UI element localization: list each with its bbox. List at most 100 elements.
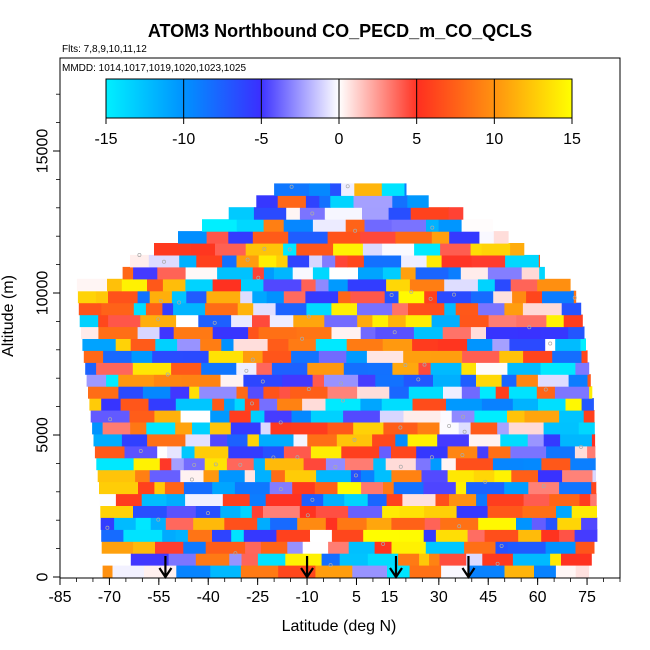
heatmap-cell [347,278,387,292]
heatmap-cell [477,278,496,292]
heatmap-cell [83,350,104,363]
heatmap-cell [154,410,182,423]
heatmap-cell [236,386,249,399]
heatmap-cell [303,457,327,471]
sample-point [579,444,583,449]
heatmap-cell [589,386,593,399]
x-tick-label: -55 [147,589,170,606]
heatmap-cell [568,326,585,339]
sample-point [306,314,311,319]
heatmap-cell [323,493,345,506]
heatmap-cell [171,362,202,375]
heatmap-cell [299,207,326,220]
heatmap-cell [185,266,218,280]
heatmap-cell [271,362,308,375]
heatmap-cell [467,338,493,351]
heatmap-cell [171,290,187,304]
heatmap-cell [162,278,186,292]
heatmap-cell [468,433,501,447]
heatmap-cell [477,445,489,459]
heatmap-cell [581,517,598,530]
heatmap-cell [451,410,475,423]
heatmap-cell [353,195,393,208]
sample-point [206,511,210,516]
heatmap-cell [476,374,503,387]
heatmap-cell [258,326,298,339]
chart-title: ATOM3 Northbound CO_PECD_m_CO_QCLS [148,21,532,41]
heatmap-cell [415,266,449,280]
heatmap-cell [277,195,307,208]
heatmap-cell [580,338,586,351]
heatmap-cell [208,350,244,363]
heatmap-cell [310,529,333,542]
sample-point [278,420,283,425]
x-tick-label: 5 [352,589,361,606]
profile-arrow-head [300,567,314,579]
heatmap-cell [346,338,384,351]
heatmap-cell [508,386,538,399]
heatmap-cell [243,350,264,363]
heatmap-cell [500,433,529,447]
heatmap-cell [102,553,132,566]
heatmap-cell [360,231,397,244]
heatmap-cell [467,529,486,542]
heatmap-cell [439,421,460,435]
heatmap-cell [563,314,583,328]
heatmap-cell [382,505,401,518]
x-tick-label: -40 [197,589,220,606]
heatmap-cell [522,505,557,518]
heatmap-cell [523,493,550,506]
heatmap-cell [264,457,305,471]
heatmap-cell [507,541,547,554]
y-tick-label: 5000 [35,417,52,453]
sample-point [447,423,452,428]
y-tick-label: 0 [35,572,52,581]
heatmap-cell [189,386,200,399]
heatmap-cell [362,243,383,256]
heatmap-cell [274,183,310,196]
heatmap-cell [233,338,269,351]
heatmap-cell [381,398,414,411]
heatmap-cell [426,254,443,268]
heatmap-cell [192,421,211,435]
heatmap-cell [379,445,392,459]
heatmap-cell [243,529,277,542]
sample-point [430,225,435,230]
heatmap-cell [324,314,358,328]
heatmap-cell [574,529,598,542]
heatmap-cell [305,290,339,304]
heatmap-cell [347,254,365,268]
heatmap-cell [526,290,543,304]
heatmap-cell [381,183,406,196]
heatmap-cell [291,350,320,363]
heatmap-cell [319,195,331,208]
heatmap-cell [290,386,329,399]
heatmap-cell [229,410,252,423]
heatmap-cell [591,481,597,495]
heatmap-cell [476,493,488,506]
heatmap-cell [114,517,137,530]
heatmap-cell [488,445,511,459]
heatmap-cell [302,398,326,411]
x-tick-label: -25 [246,589,269,606]
heatmap-cell [330,195,355,208]
heatmap-cell [574,445,588,459]
sample-point [527,325,532,330]
heatmap-cell [545,517,558,530]
heatmap-cell [316,469,352,483]
heatmap-cell [292,481,316,495]
heatmap-cell [252,290,268,304]
heatmap-cell [344,493,369,506]
colorbar-tick-label: -5 [254,131,268,148]
sample-point [189,477,194,482]
heatmap-cell [448,266,462,280]
sample-point [310,211,315,216]
heatmap-cell [108,314,141,328]
heatmap-cell [449,493,477,506]
colorbar-tick-label: 5 [412,131,421,148]
heatmap-cell [203,469,220,483]
sample-point [156,317,161,322]
heatmap-cell [283,219,314,232]
colorbar-tick-label: 10 [485,131,503,148]
sample-point [403,363,408,368]
